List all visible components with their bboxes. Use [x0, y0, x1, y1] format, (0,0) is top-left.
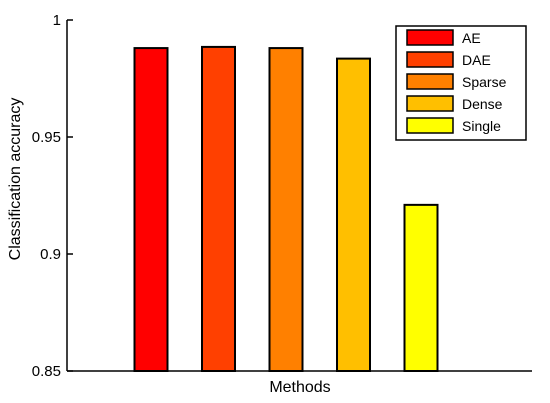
bars — [133, 45, 439, 373]
y-axis-label: Classification accuracy — [7, 98, 24, 261]
bar-single — [403, 203, 439, 372]
bar-sparse — [268, 47, 304, 373]
legend: AE DAE Sparse Dense Single — [395, 25, 527, 141]
legend-swatch-sparse — [406, 73, 454, 90]
legend-label-dense: Dense — [462, 96, 503, 112]
legend-swatch-ae — [406, 29, 454, 46]
legend-label-sparse: Sparse — [462, 74, 507, 90]
legend-swatch-dae — [406, 51, 454, 68]
y-tick-label: 0.95 — [32, 129, 61, 146]
y-tick-label: 1 — [53, 12, 61, 29]
x-axis-label: Methods — [269, 379, 330, 396]
bar-ae — [133, 47, 169, 373]
bar-dae — [201, 45, 236, 372]
bar-dense — [336, 57, 371, 373]
legend-label-dae: DAE — [462, 52, 491, 68]
y-axis-ticks: 0.85 0.9 0.95 1 — [32, 12, 73, 380]
legend-label-ae: AE — [462, 30, 481, 46]
legend-swatch-single — [406, 117, 454, 134]
legend-label-single: Single — [462, 118, 501, 134]
y-tick-label: 0.9 — [40, 246, 61, 263]
legend-swatch-dense — [406, 95, 454, 112]
y-tick-label: 0.85 — [32, 363, 61, 380]
